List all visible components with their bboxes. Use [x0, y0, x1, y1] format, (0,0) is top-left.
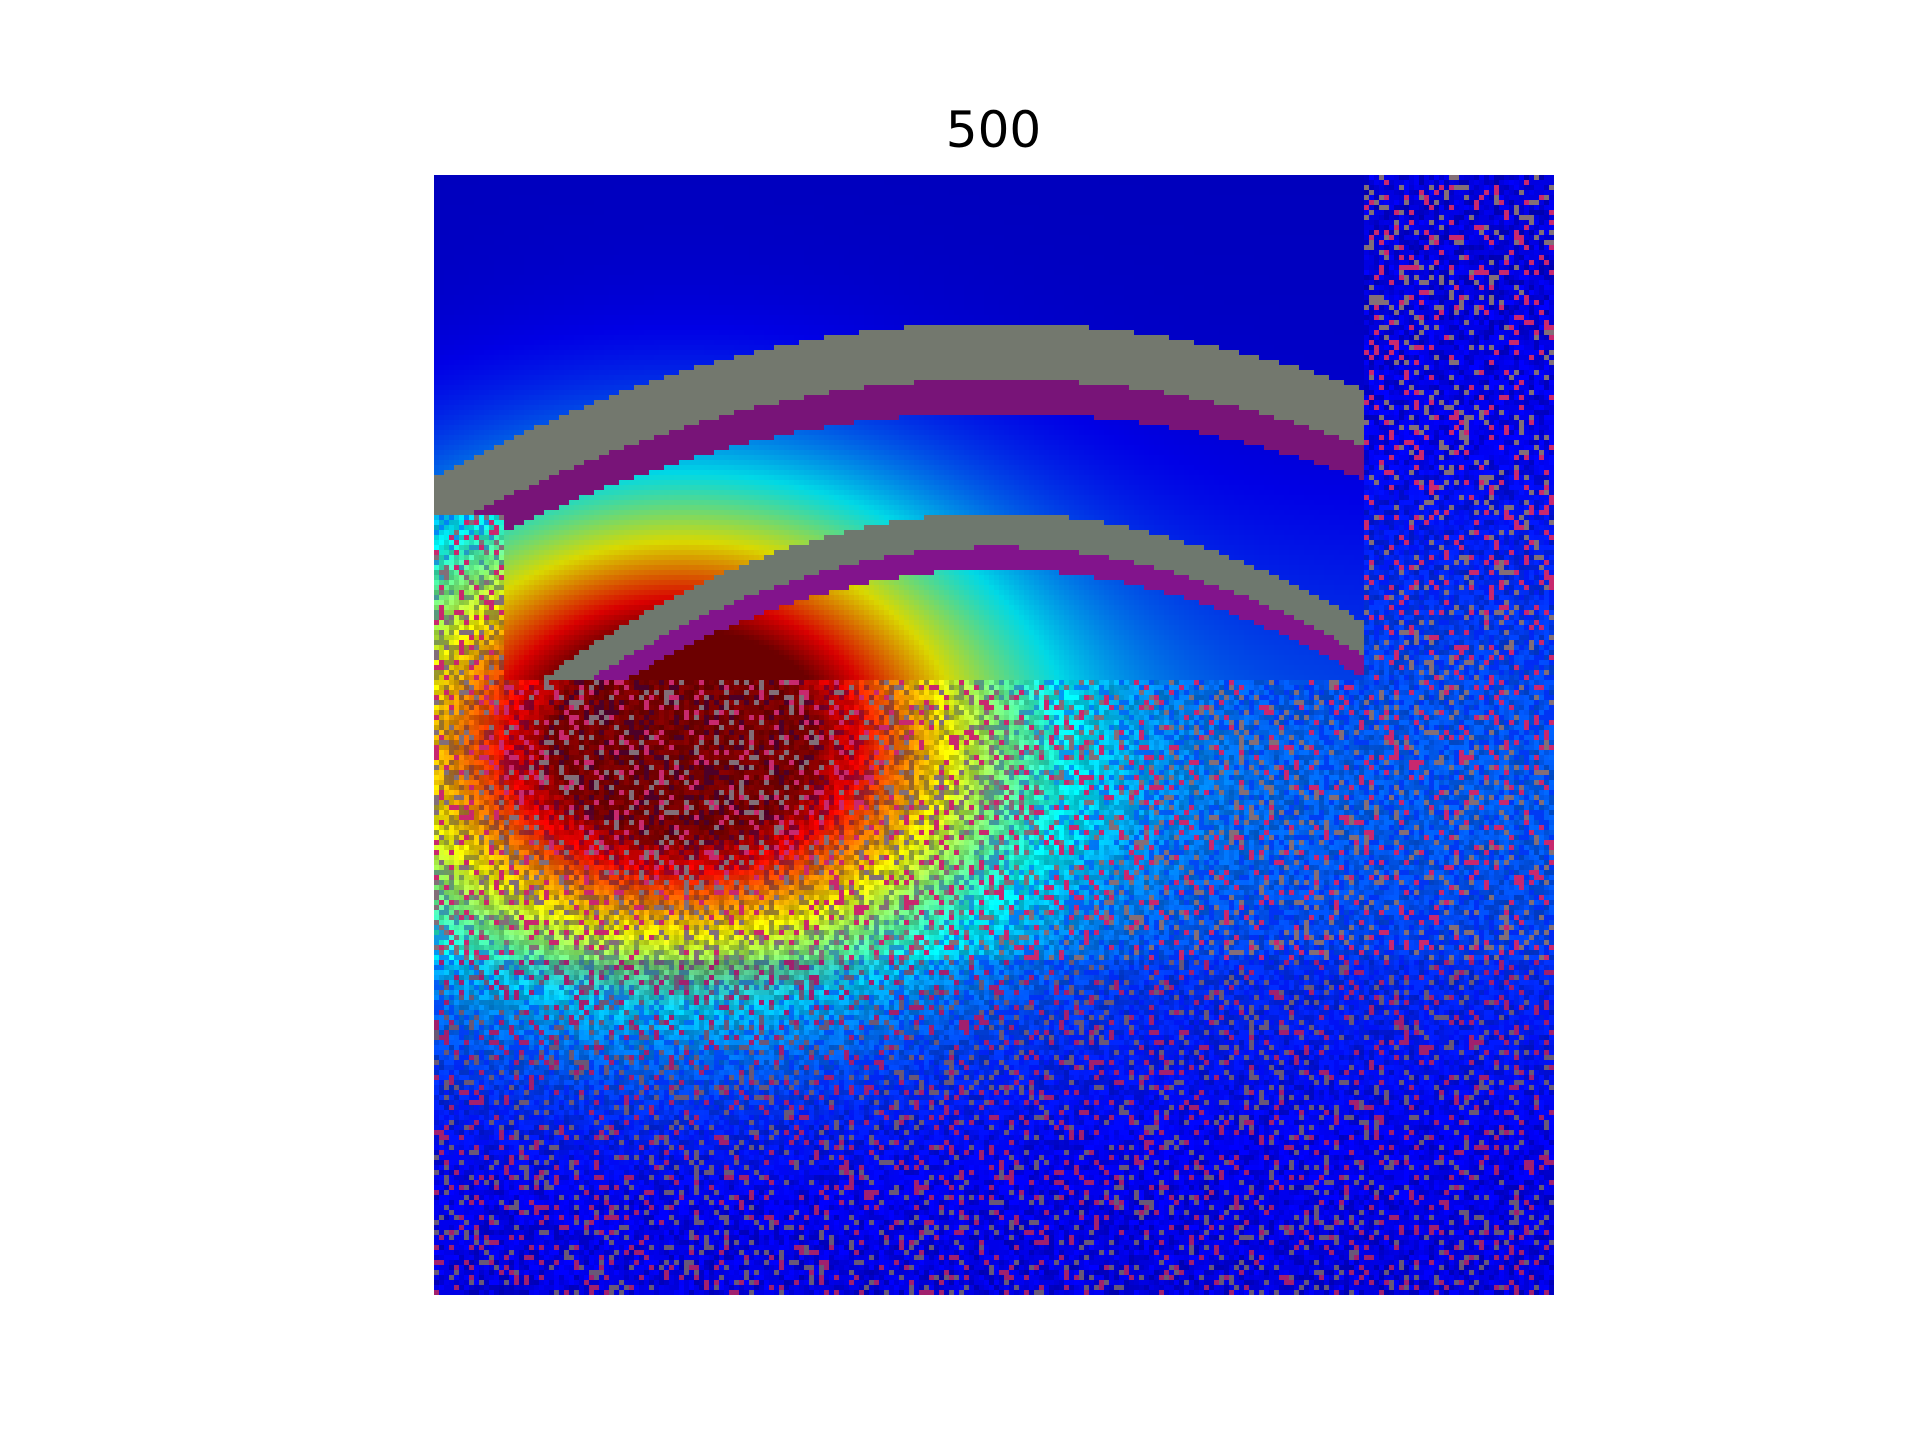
heatmap-canvas	[434, 175, 1554, 1295]
heatmap-overlay-image	[434, 175, 1554, 1295]
figure-title: 500	[945, 101, 1042, 159]
